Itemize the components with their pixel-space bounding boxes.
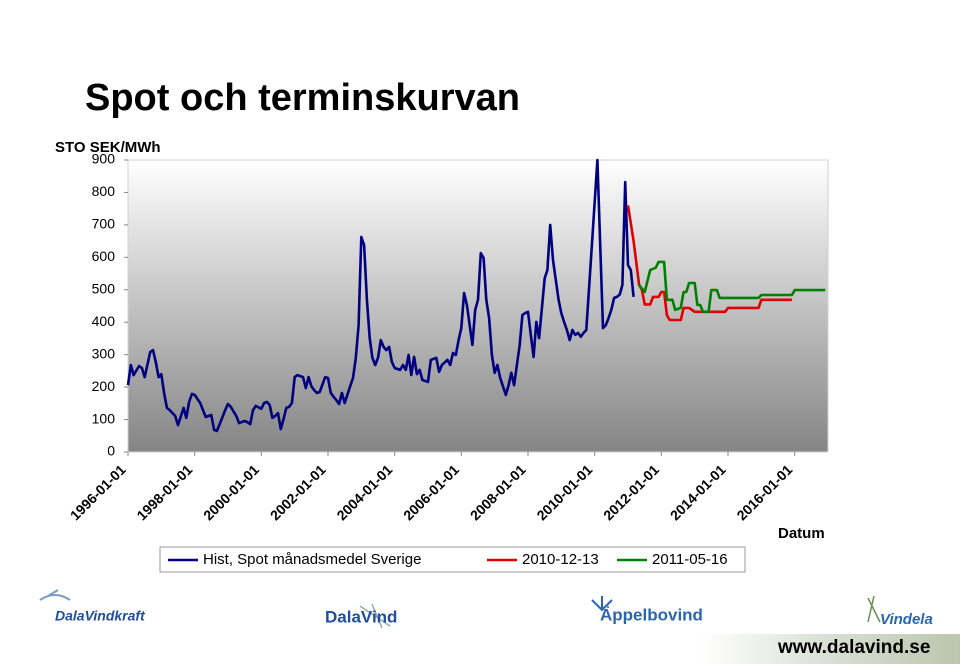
x-tick-label: 2010-01-01: [533, 461, 595, 523]
y-tick-label: 500: [92, 280, 116, 296]
legend-label: Hist, Spot månadsmedel Sverige: [203, 551, 421, 568]
x-tick-label: 2000-01-01: [200, 461, 262, 523]
logo-swoosh: [39, 589, 71, 601]
footer: DalaVindkraft DalaVind Äppelbovind Vinde…: [39, 589, 933, 658]
y-tick-label: 0: [107, 443, 115, 459]
legend-label: 2010-12-13: [522, 551, 599, 568]
chart-title: Spot och terminskurvan: [85, 77, 520, 119]
logo-swoosh: [359, 603, 391, 629]
x-axis-label: Datum: [778, 525, 825, 542]
y-tick-label: 400: [92, 313, 116, 329]
y-tick-label: 800: [92, 183, 116, 199]
x-tick-label: 2006-01-01: [400, 461, 462, 523]
logo: Vindela: [880, 611, 933, 628]
plot-area: [127, 159, 829, 453]
series-line: [126, 158, 635, 433]
y-tick-label: 700: [92, 216, 116, 232]
logo-mill: [867, 595, 881, 623]
legend-label: 2011-05-16: [652, 551, 728, 568]
x-tick-label: 1998-01-01: [133, 461, 195, 523]
y-tick-label: 300: [92, 345, 116, 361]
y-tick-label: 100: [92, 410, 116, 426]
x-tick-label: 2002-01-01: [267, 461, 329, 523]
logo: DalaVindkraft: [55, 608, 146, 624]
logo: Äppelbovind: [600, 605, 703, 624]
logo-mill: [591, 596, 613, 612]
x-tick-label: 2008-01-01: [467, 461, 529, 523]
x-tick-label: 2012-01-01: [600, 461, 662, 523]
x-tick-label: 2014-01-01: [667, 461, 729, 523]
legend: [159, 546, 746, 573]
series-line: [638, 260, 826, 314]
y-axis-label: STO SEK/MWh: [55, 139, 161, 156]
y-tick-label: 600: [92, 248, 116, 264]
x-tick-label: 2004-01-01: [333, 461, 395, 523]
x-tick-label: 1996-01-01: [67, 461, 129, 523]
url-band: [700, 634, 960, 664]
url: www.dalavind.se: [777, 637, 930, 658]
series-line: [626, 205, 792, 322]
y-tick-label: 200: [92, 378, 116, 394]
logo: DalaVind: [325, 607, 397, 626]
y-tick-label: 900: [92, 151, 116, 167]
x-tick-label: 2016-01-01: [733, 461, 795, 523]
